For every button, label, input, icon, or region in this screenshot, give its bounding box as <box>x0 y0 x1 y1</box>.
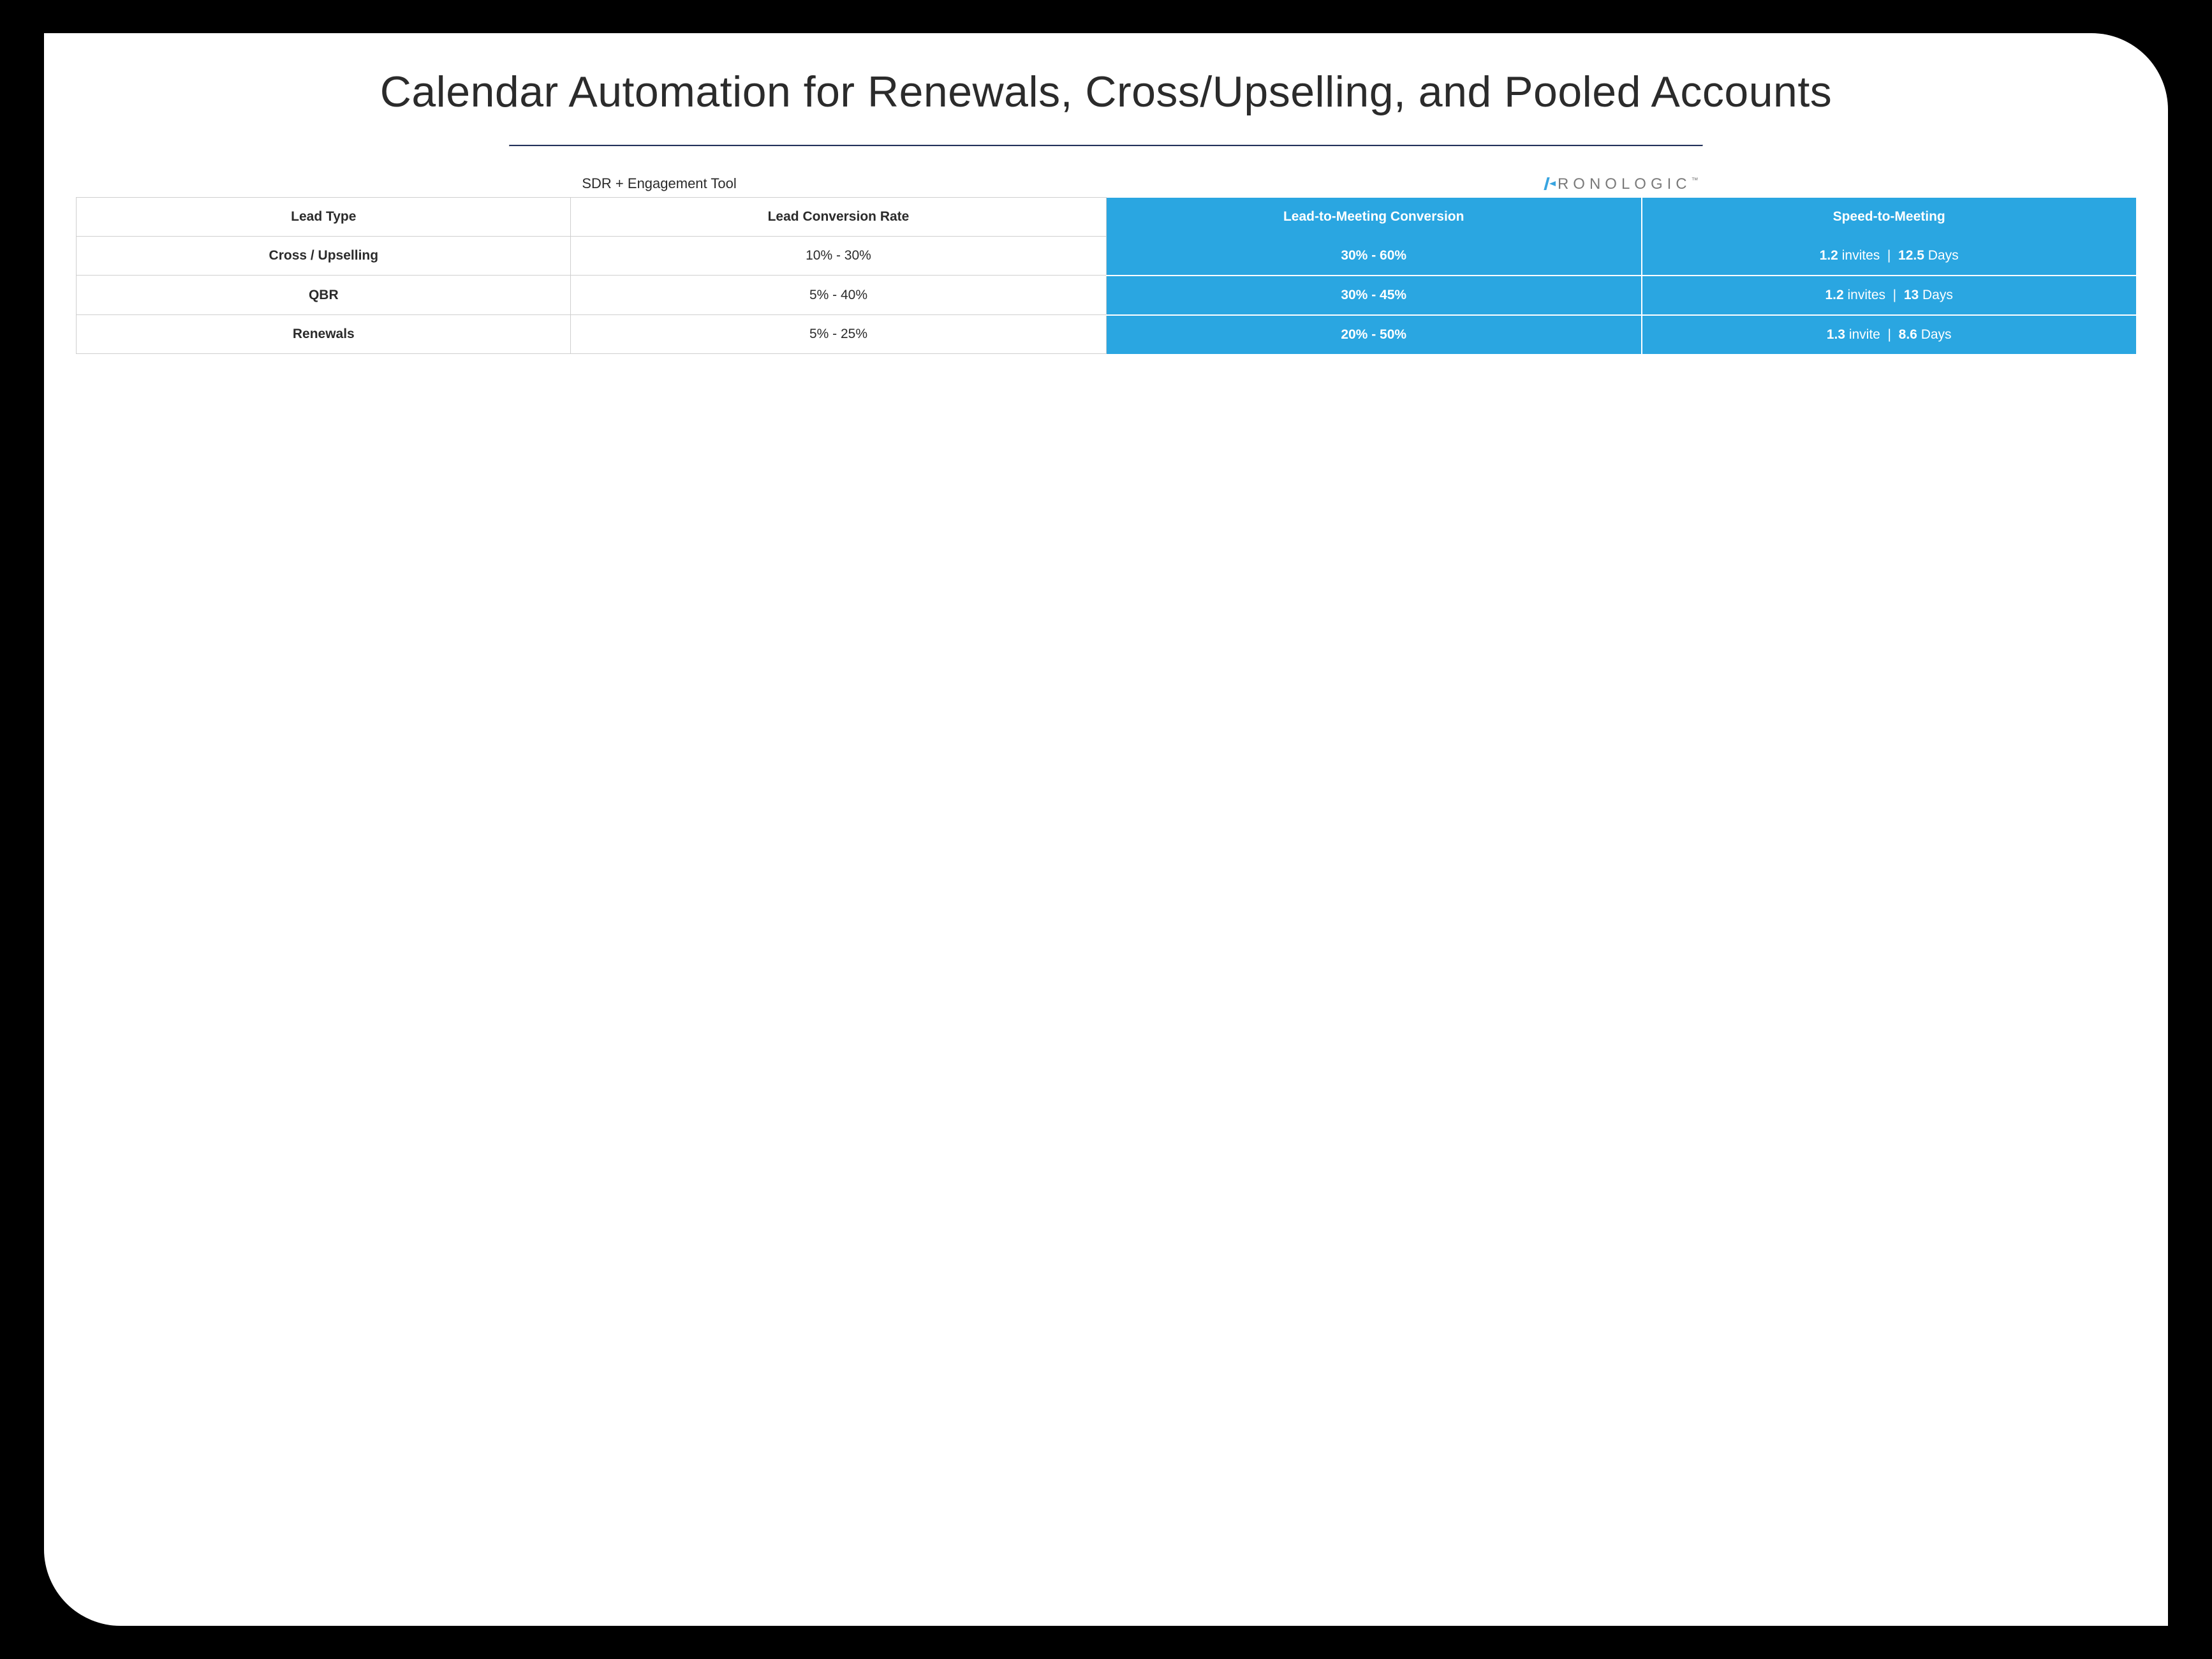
table-row: Cross / Upselling 10% - 30% 30% - 60% 1.… <box>77 237 2136 276</box>
table-body: Cross / Upselling 10% - 30% 30% - 60% 1.… <box>77 237 2136 354</box>
col-header-speed: Speed-to-Meeting <box>1642 198 2136 237</box>
comparison-table: Lead Type Lead Conversion Rate Lead-to-M… <box>76 197 2135 354</box>
brand-text: RONOLOGIC <box>1558 175 1692 193</box>
slide-card: Calendar Automation for Renewals, Cross/… <box>44 33 2167 1626</box>
col-header-lead-conv: Lead Conversion Rate <box>571 198 1106 237</box>
cell-lead-type: Cross / Upselling <box>77 237 571 276</box>
cell-lead-conv: 10% - 30% <box>571 237 1106 276</box>
kronologic-logo-icon <box>1544 177 1556 190</box>
table-row: Renewals 5% - 25% 20% - 50% 1.3 invite |… <box>77 315 2136 354</box>
cell-lead-type: QBR <box>77 276 571 315</box>
col-header-lead-type: Lead Type <box>77 198 571 237</box>
cell-lead-conv: 5% - 40% <box>571 276 1106 315</box>
section-header-row: SDR + Engagement Tool RONOLOGIC™ <box>76 175 2135 193</box>
section-header-spacer <box>76 175 570 193</box>
cell-ltm-conv: 30% - 60% <box>1106 237 1641 276</box>
cell-ltm-conv: 30% - 45% <box>1106 276 1641 315</box>
col-header-ltm-conv: Lead-to-Meeting Conversion <box>1106 198 1641 237</box>
section-header-sdr: SDR + Engagement Tool <box>570 175 1106 193</box>
cell-speed: 1.2 invites | 13 Days <box>1642 276 2136 315</box>
brand-tm: ™ <box>1692 177 1699 184</box>
cell-ltm-conv: 20% - 50% <box>1106 315 1641 354</box>
cell-speed: 1.2 invites | 12.5 Days <box>1642 237 2136 276</box>
slide-title: Calendar Automation for Renewals, Cross/… <box>76 65 2135 119</box>
cell-speed: 1.3 invite | 8.6 Days <box>1642 315 2136 354</box>
cell-lead-conv: 5% - 25% <box>571 315 1106 354</box>
title-divider <box>509 145 1704 147</box>
table-header-row: Lead Type Lead Conversion Rate Lead-to-M… <box>77 198 2136 237</box>
comparison-table-wrap: SDR + Engagement Tool RONOLOGIC™ Lead Ty… <box>76 175 2135 354</box>
section-header-brand: RONOLOGIC™ <box>1106 175 2136 193</box>
table-row: QBR 5% - 40% 30% - 45% 1.2 invites | 13 … <box>77 276 2136 315</box>
cell-lead-type: Renewals <box>77 315 571 354</box>
